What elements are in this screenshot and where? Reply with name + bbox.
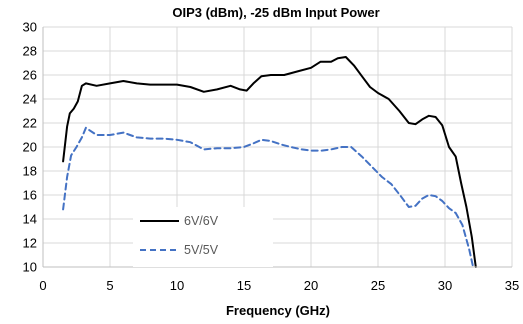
y-tick-label: 26: [23, 68, 37, 83]
x-axis-label: Frequency (GHz): [226, 303, 330, 318]
y-tick-label: 30: [23, 20, 37, 35]
x-tick-label: 15: [237, 278, 251, 293]
x-tick-label: 25: [371, 278, 385, 293]
y-tick-label: 16: [23, 188, 37, 203]
y-tick-label: 18: [23, 164, 37, 179]
x-tick-label: 20: [304, 278, 318, 293]
y-tick-label: 20: [23, 140, 37, 155]
y-tick-label: 28: [23, 44, 37, 59]
axes: [42, 27, 512, 268]
y-tick-label: 10: [23, 260, 37, 275]
y-tick-label: 14: [23, 212, 37, 227]
legend-background: [133, 207, 273, 267]
y-tick-label: 22: [23, 116, 37, 131]
y-tick-label: 24: [23, 92, 37, 107]
x-tick-label: 10: [170, 278, 184, 293]
x-tick-label: 5: [106, 278, 113, 293]
legend-label-5v-5v: 5V/5V: [184, 243, 219, 257]
series-lines: [62, 56, 477, 268]
legend: 6V/6V 5V/5V: [133, 207, 273, 267]
tick-labels: 10 12 14 16 18 20 22 24 26 28 30 0 5 10 15 20 25 30 35: [23, 20, 520, 294]
x-tick-label: 35: [505, 278, 519, 293]
x-tick-label: 0: [39, 278, 46, 293]
y-tick-label: 12: [23, 236, 37, 251]
legend-label-6v-6v: 6V/6V: [184, 214, 219, 228]
series-line-5v-5v: [62, 126, 475, 268]
series-line-6v-6v: [62, 56, 477, 268]
chart-title: OIP3 (dBm), -25 dBm Input Power: [172, 5, 379, 20]
x-tick-label: 30: [438, 278, 452, 293]
